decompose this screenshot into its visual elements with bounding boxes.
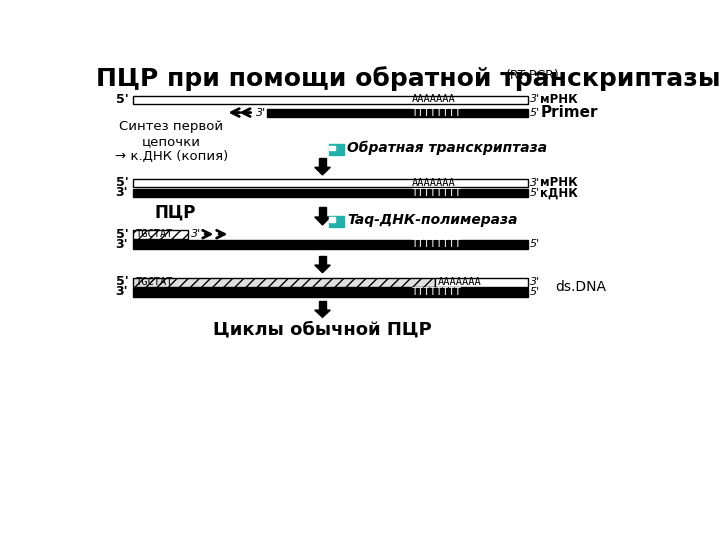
Text: Taq-ДНК-полимераза: Taq-ДНК-полимераза	[347, 213, 518, 227]
Polygon shape	[315, 167, 330, 175]
Text: Обратная транскриптаза: Обратная транскриптаза	[347, 141, 547, 155]
Bar	[132, 96, 528, 104]
Text: мРНК: мРНК	[540, 176, 578, 189]
Text: ПЦР: ПЦР	[155, 204, 196, 221]
Text: 5': 5'	[116, 176, 128, 189]
Bar	[132, 240, 528, 249]
Text: 5': 5'	[530, 187, 540, 198]
Bar	[319, 301, 326, 310]
Text: 5': 5'	[530, 239, 540, 249]
Text: 5': 5'	[530, 287, 540, 297]
Text: 3': 3'	[530, 178, 540, 187]
Text: Primer: Primer	[540, 105, 598, 120]
Text: ds.DNA: ds.DNA	[555, 280, 606, 294]
Text: ТТТТТТТТ: ТТТТТТТТ	[412, 287, 462, 297]
Text: кДНК: кДНК	[540, 186, 578, 199]
Text: Синтез первой
цепочки
→ к.ДНК (копия): Синтез первой цепочки → к.ДНК (копия)	[114, 120, 228, 163]
Text: 3': 3'	[530, 277, 540, 287]
Text: 3': 3'	[191, 229, 201, 239]
Text: (RT-PCR): (RT-PCR)	[506, 70, 560, 83]
Bar	[319, 207, 326, 217]
Bar	[329, 146, 335, 150]
Text: 5': 5'	[116, 275, 128, 288]
Text: 3': 3'	[530, 94, 540, 104]
Text: 5': 5'	[116, 93, 128, 106]
Text: мРНК: мРНК	[540, 93, 578, 106]
Bar	[132, 278, 435, 287]
Text: ТТТТТТТТ: ТТТТТТТТ	[412, 187, 462, 198]
Text: ААААААА: ААААААА	[412, 94, 455, 104]
Text: Циклы обычной ПЦР: Циклы обычной ПЦР	[213, 320, 432, 339]
Bar	[319, 256, 326, 265]
Text: ААААААА: ААААААА	[412, 178, 455, 187]
Text: ТТТТТТТТ: ТТТТТТТТ	[412, 107, 462, 118]
Text: TGCTAT: TGCTAT	[136, 229, 174, 239]
Bar	[329, 217, 335, 222]
Text: TGCTAT: TGCTAT	[136, 277, 174, 287]
Text: 5': 5'	[116, 228, 128, 241]
Bar	[266, 109, 528, 117]
Bar	[319, 158, 326, 167]
Text: 3': 3'	[116, 186, 128, 199]
Text: 5': 5'	[530, 107, 540, 118]
Bar	[132, 231, 189, 239]
Text: ААААААА: ААААААА	[438, 277, 482, 287]
Polygon shape	[315, 310, 330, 318]
Bar	[132, 179, 528, 187]
Text: ТТТТТТТТ: ТТТТТТТТ	[412, 239, 462, 249]
Text: 3': 3'	[256, 107, 266, 118]
Bar	[435, 278, 528, 287]
Bar	[132, 189, 528, 197]
Bar	[329, 215, 344, 226]
Bar	[329, 144, 344, 155]
Text: ПЦР при помощи обратной транскриптазы: ПЦР при помощи обратной транскриптазы	[96, 66, 720, 91]
Bar	[132, 288, 528, 296]
Text: 3': 3'	[116, 286, 128, 299]
Polygon shape	[315, 265, 330, 273]
Text: 3': 3'	[116, 238, 128, 251]
Polygon shape	[315, 217, 330, 225]
